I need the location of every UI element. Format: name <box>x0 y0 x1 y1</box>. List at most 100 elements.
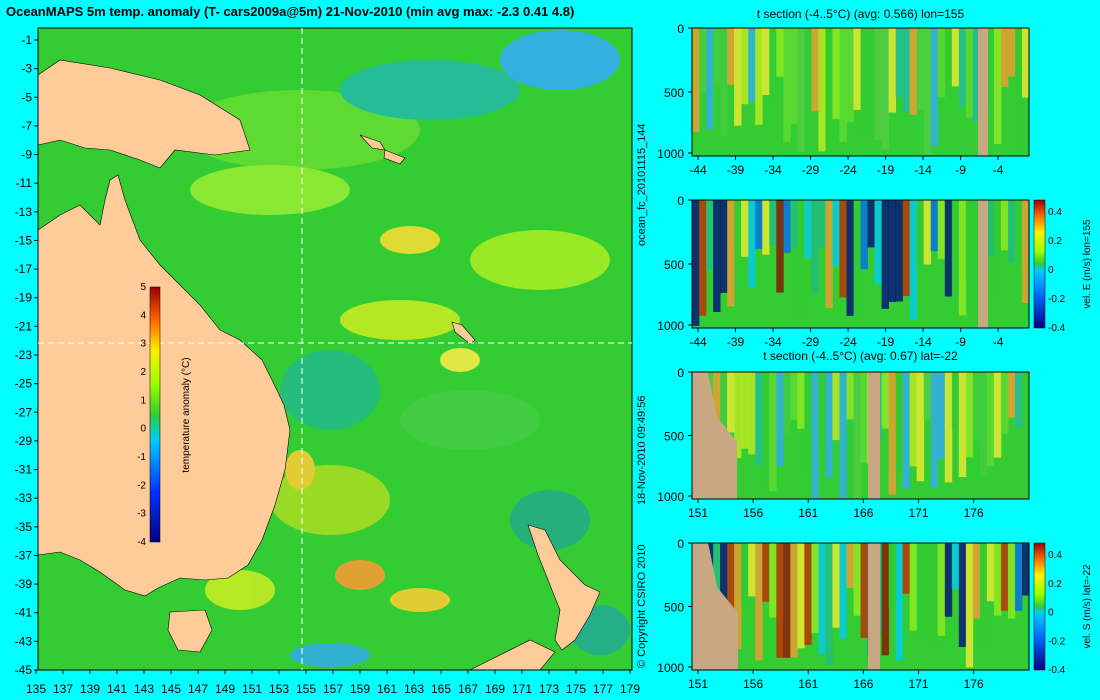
section-x-tick-label: -34 <box>764 163 782 177</box>
section-stripe <box>797 200 805 321</box>
section-stripe <box>783 28 791 143</box>
section-stripe <box>825 28 833 152</box>
section-stripe <box>818 200 826 248</box>
section-x-tick-label: -14 <box>914 163 932 177</box>
section-y-tick-label: 1000 <box>657 319 684 333</box>
section-stripe <box>811 28 819 112</box>
section-stripe <box>825 543 833 666</box>
section-stripe <box>923 200 932 265</box>
section-colorbar-tick: 0.4 <box>1048 550 1062 561</box>
map-y-tick-label: -17 <box>15 262 33 276</box>
section-stripe <box>713 28 721 85</box>
section-stripe <box>874 28 882 141</box>
map-x-tick-label: 151 <box>242 682 262 696</box>
section-x-tick-label: -4 <box>993 335 1004 349</box>
map-x-tick-label: 175 <box>566 682 586 696</box>
section-x-tick-label: 171 <box>909 677 929 691</box>
section-stripe <box>811 543 819 634</box>
section-stripe <box>832 543 840 628</box>
section-stripe <box>748 543 756 597</box>
section-stripe <box>1022 28 1030 98</box>
section-stripe <box>783 372 791 435</box>
map-y-tick-label: -19 <box>15 291 33 305</box>
section-stripe <box>741 200 749 257</box>
section-stripe <box>804 543 812 645</box>
section-x-tick-label: 151 <box>688 677 708 691</box>
section-x-tick-label: 166 <box>853 677 873 691</box>
section-title: t section (-4..5°C) (avg: 0.67) lat=-22 <box>763 349 958 363</box>
section-y-tick-label: 0 <box>677 366 684 380</box>
map-y-tick-label: -45 <box>15 663 33 677</box>
section-colorbar-tick: 0.2 <box>1048 236 1062 247</box>
section-stripe <box>769 200 777 246</box>
section-stripe <box>790 543 798 658</box>
section-colorbar-tick: 0.2 <box>1048 579 1062 590</box>
map-y-tick-label: -29 <box>15 434 33 448</box>
section-stripe <box>860 372 868 464</box>
section-colorbar-tick: -0.2 <box>1048 636 1066 647</box>
section-stripe <box>860 28 868 137</box>
section-stripe <box>951 372 960 428</box>
section-stripe <box>846 543 854 589</box>
section-stripe <box>972 543 981 619</box>
section-panel-2: 0 500 1000 -44 -39 -34 -29 -24 -19 -14 -9 -4 0.4 0.2 0… <box>657 194 1093 349</box>
section-colorbar-label: vel. S (m/s) lat=-22 <box>1082 564 1093 649</box>
section-stripe <box>818 28 826 152</box>
section-x-tick-label: 156 <box>743 677 763 691</box>
map-x-tick-label: 163 <box>404 682 424 696</box>
section-stripe <box>692 200 700 326</box>
map-y-tick-label: -41 <box>15 606 33 620</box>
section-stripe <box>972 200 981 321</box>
section-stripe <box>846 28 854 123</box>
section-stripe <box>881 200 889 309</box>
section-stripe <box>797 543 805 649</box>
section-stripe <box>755 372 763 466</box>
section-stripe <box>916 200 925 270</box>
section-x-tick-label: -19 <box>877 335 895 349</box>
section-stripe <box>832 200 840 267</box>
section-stripe <box>762 543 770 602</box>
map-y-tick-label: -15 <box>15 233 33 247</box>
section-stripe <box>727 28 735 85</box>
section-colorbar-tick: 0 <box>1048 265 1054 276</box>
section-stripe <box>692 28 700 132</box>
section-panel-4: 0 500 1000 151 156 161 166 171 176 0.4 0.2 0 -0.2 -0.… <box>657 537 1093 691</box>
map-y-tick-label: -9 <box>21 148 32 162</box>
section-stripe <box>727 372 735 433</box>
section-land <box>978 200 988 328</box>
section-stripe <box>755 200 763 249</box>
section-x-tick-label: -9 <box>955 335 966 349</box>
section-panel-1: t section (-4..5°C) (avg: 0.566) lon=155… <box>657 7 1030 177</box>
map-y-tick-label: -33 <box>15 491 33 505</box>
section-stripe <box>1015 372 1023 428</box>
section-stripe <box>1015 28 1023 155</box>
section-stripe <box>1007 372 1016 418</box>
section-stripe <box>727 200 735 307</box>
section-stripe <box>951 28 960 87</box>
section-stripe <box>993 28 1002 144</box>
section-stripe <box>720 200 728 293</box>
section-x-tick-label: -19 <box>877 163 895 177</box>
new-zealand-north-land <box>527 524 601 651</box>
section-stripe <box>741 543 749 606</box>
section-stripe <box>881 28 889 150</box>
section-stripe <box>797 372 805 429</box>
section-y-tick-label: 500 <box>664 601 684 615</box>
map-y-tick-label: -1 <box>21 33 32 47</box>
section-stripe <box>916 372 925 482</box>
section-stripe <box>839 28 847 143</box>
map-y-tick-label: -11 <box>16 176 33 190</box>
section-stripe <box>839 200 847 298</box>
map-colorbar-tick: 5 <box>140 282 146 293</box>
section-stripe <box>762 28 770 95</box>
map-colorbar-tick: -3 <box>137 509 146 520</box>
section-stripe <box>804 200 812 258</box>
map-x-tick-label: 173 <box>539 682 559 696</box>
section-stripe <box>930 28 939 146</box>
section-stripe <box>818 372 826 446</box>
section-x-tick-label: -34 <box>764 335 782 349</box>
map-colorbar-tick: 3 <box>140 339 146 350</box>
map-colorbar <box>149 286 161 543</box>
map-colorbar-tick: -4 <box>137 537 146 548</box>
